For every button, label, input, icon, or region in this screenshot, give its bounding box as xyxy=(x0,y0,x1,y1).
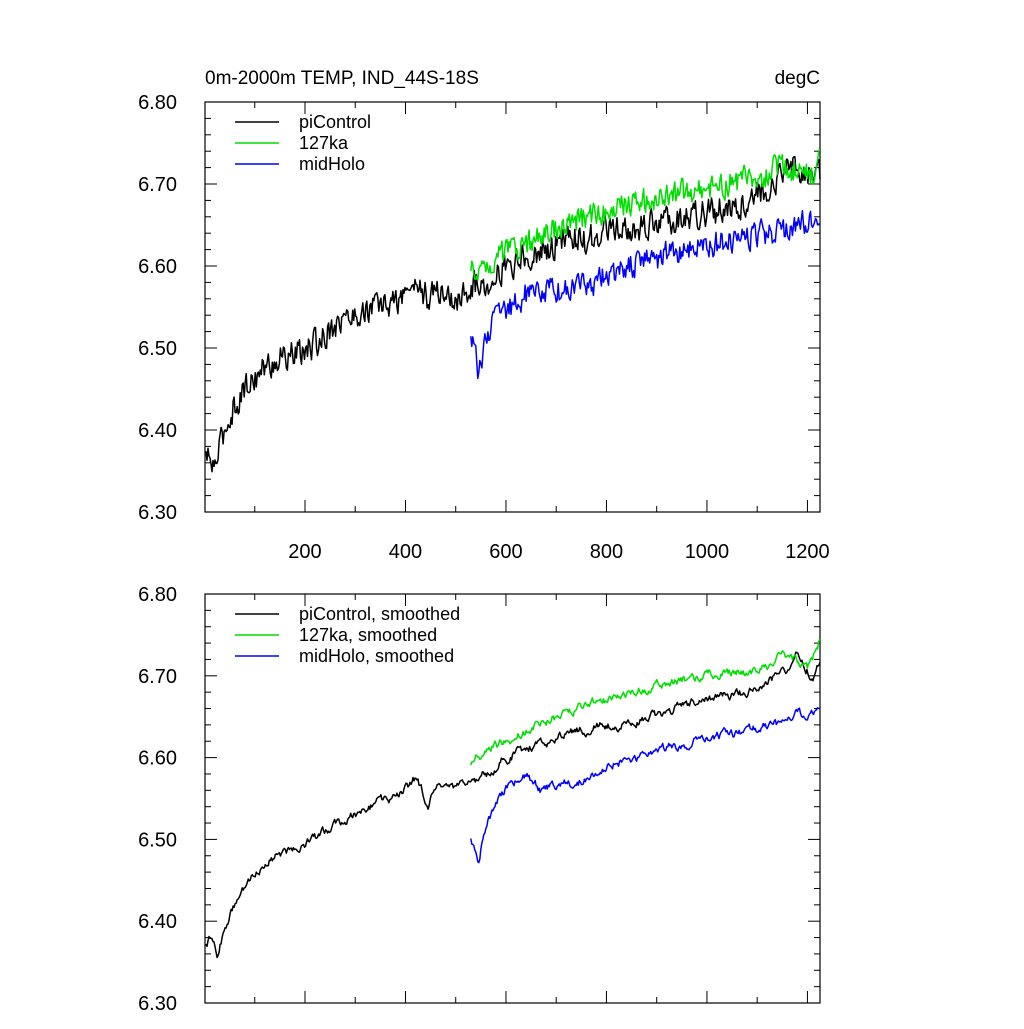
y-tick-label: 6.70 xyxy=(138,666,177,688)
series-line-picontrol xyxy=(204,155,821,473)
legend-label: piControl, smoothed xyxy=(299,604,460,624)
y-tick-label: 6.70 xyxy=(138,174,177,196)
y-tick-label: 6.80 xyxy=(138,92,177,114)
plot-frame xyxy=(204,593,821,1004)
legend-label: midHolo, smoothed xyxy=(299,646,454,666)
series-line-midholo xyxy=(470,707,820,864)
y-tick-label: 6.80 xyxy=(138,584,177,606)
series-line-picontrol xyxy=(204,651,821,959)
series-line-127ka xyxy=(470,148,821,281)
legend-label: midHolo xyxy=(299,154,365,174)
units-label: degC xyxy=(775,68,820,89)
chart-title: 0m-2000m TEMP, IND_44S-18S xyxy=(205,68,479,89)
x-tick-label: 800 xyxy=(590,541,623,563)
y-tick-label: 6.60 xyxy=(138,748,177,770)
y-tick-label: 6.50 xyxy=(138,829,177,851)
series-line-127ka xyxy=(470,638,821,766)
series-line-midholo xyxy=(470,210,821,380)
x-tick-label: 600 xyxy=(489,541,522,563)
legend-label: 127ka xyxy=(299,133,349,153)
panel-bottom: 6.30 6.40 6.50 6.60 6.70 6.80 piControl, smoot… xyxy=(138,584,821,1015)
y-tick-label: 6.40 xyxy=(138,420,177,442)
x-tick-label: 400 xyxy=(389,541,422,563)
x-tick-label: 200 xyxy=(288,541,321,563)
y-tick-label: 6.30 xyxy=(138,502,177,524)
y-tick-label: 6.60 xyxy=(138,256,177,278)
panel-top: 6.30 6.40 6.50 6.60 6.70 6.80 200 400 600 800 1000… xyxy=(138,68,830,563)
legend-label: 127ka, smoothed xyxy=(299,625,437,645)
x-tick-label: 1000 xyxy=(685,541,730,563)
x-tick-label: 1200 xyxy=(785,541,830,563)
y-tick-label: 6.40 xyxy=(138,911,177,933)
plot-frame xyxy=(204,101,821,513)
y-tick-label: 6.50 xyxy=(138,338,177,360)
legend-label: piControl xyxy=(299,112,371,132)
y-tick-label: 6.30 xyxy=(138,993,177,1015)
